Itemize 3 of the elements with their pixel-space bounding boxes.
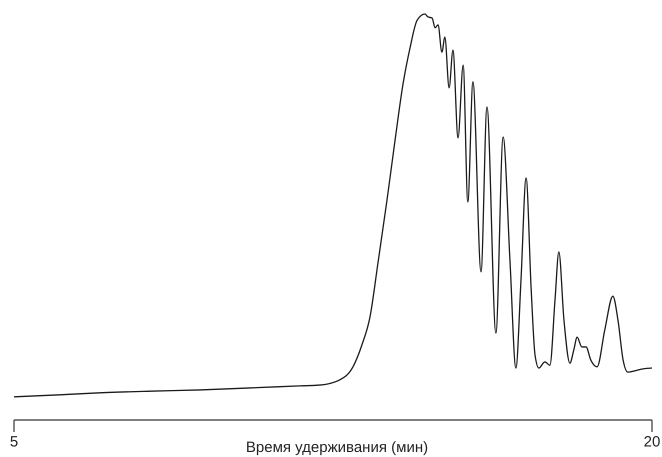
- x-tick-label: 5: [10, 434, 18, 451]
- x-tick-label: 20: [644, 434, 660, 451]
- x-axis-title: Время удерживания (мин): [246, 439, 428, 456]
